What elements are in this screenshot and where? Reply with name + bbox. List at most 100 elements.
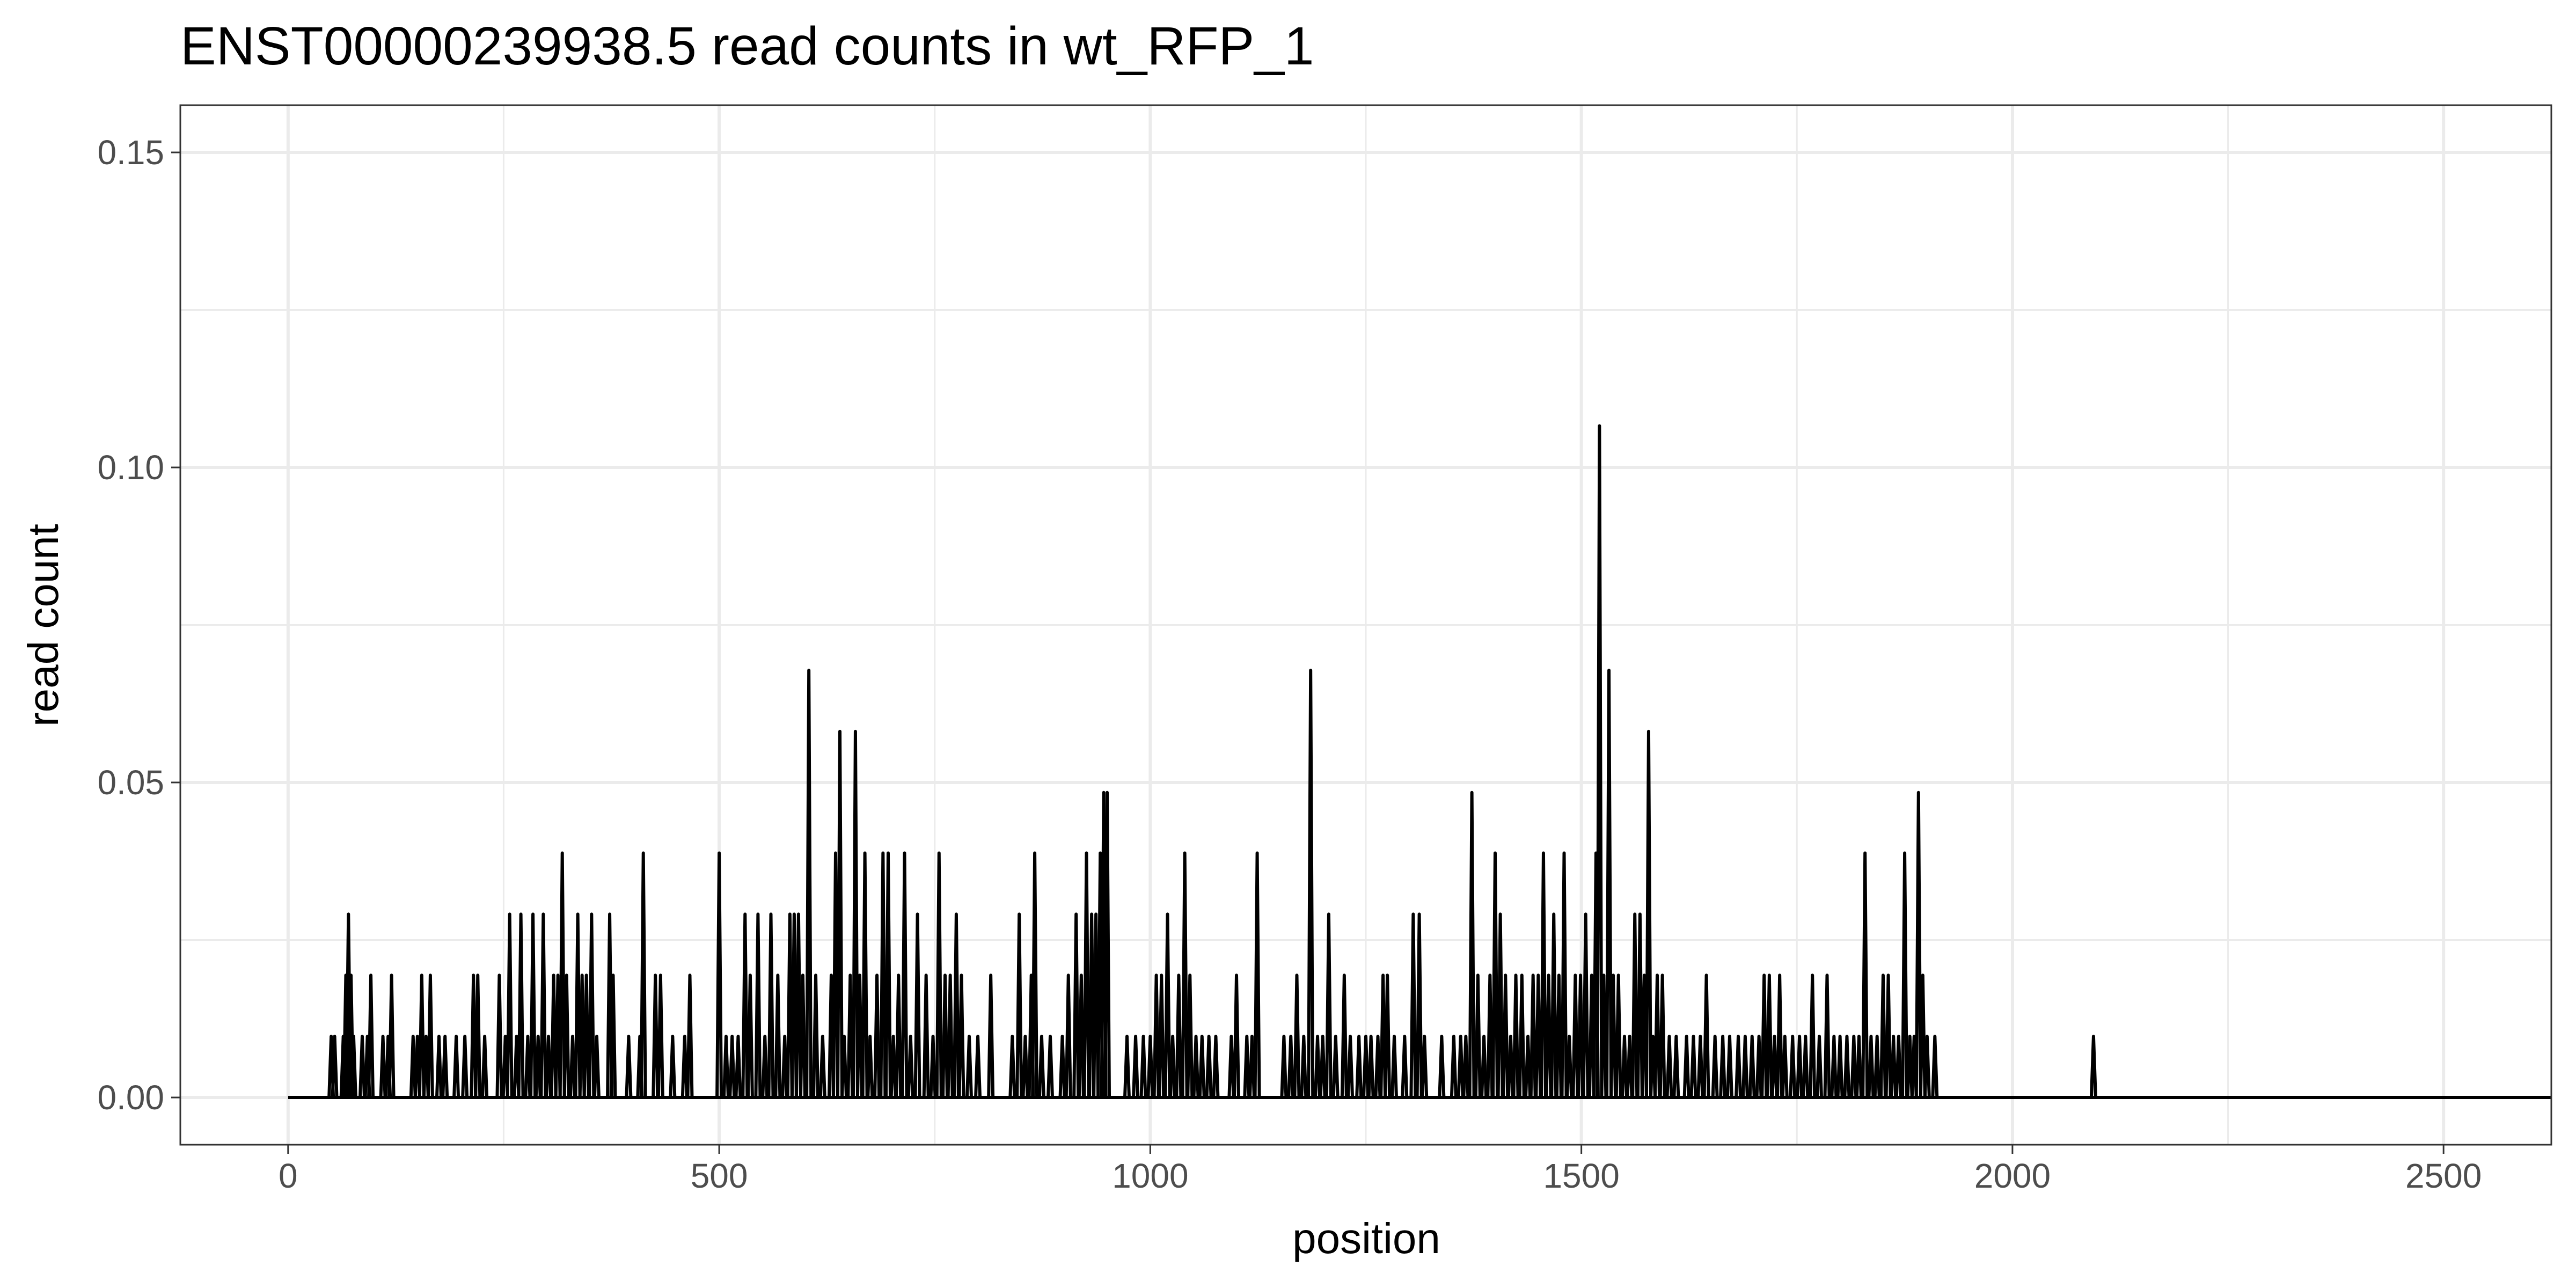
series-peak: [1048, 1036, 1052, 1097]
series-peak: [360, 1036, 364, 1097]
series-peak: [1817, 1036, 1821, 1097]
series-peak: [1838, 1036, 1842, 1097]
series-peak: [1607, 670, 1611, 1097]
series-peak: [333, 1036, 337, 1097]
series-peak: [1825, 975, 1829, 1097]
series-peak: [1255, 853, 1260, 1097]
series-peak: [381, 1036, 385, 1097]
series-peak: [1245, 1036, 1249, 1097]
series-peak: [1713, 1036, 1717, 1097]
series-peak: [641, 853, 646, 1097]
series-peak: [497, 975, 501, 1097]
series-wt_RFP_1: [288, 426, 2551, 1097]
series-peak: [743, 914, 747, 1097]
x-tick-label: 1000: [1112, 1157, 1188, 1195]
series-peak: [1301, 1036, 1306, 1097]
series-peak: [881, 853, 885, 1097]
series-peak: [924, 975, 928, 1097]
series-peak: [1611, 975, 1615, 1097]
series-peak: [475, 975, 480, 1097]
series-peak: [653, 975, 657, 1097]
series-peak: [736, 1036, 740, 1097]
series-peak: [584, 975, 589, 1097]
series-peak: [748, 975, 752, 1097]
x-axis-label: position: [1292, 1214, 1440, 1262]
series-peak: [1133, 1036, 1138, 1097]
series-peak: [1875, 1036, 1879, 1097]
series-peak: [1851, 1036, 1856, 1097]
series-peak: [1891, 1036, 1896, 1097]
series-peak: [1452, 1036, 1456, 1097]
series-peak: [570, 1036, 575, 1097]
series-peak: [1797, 1036, 1802, 1097]
series-peak: [960, 975, 964, 1097]
series-peak: [1040, 1036, 1044, 1097]
series-peak: [1010, 1036, 1014, 1097]
series-peak: [390, 975, 394, 1097]
series-peak: [1348, 1036, 1352, 1097]
series-peak: [909, 1036, 913, 1097]
series-peak: [838, 731, 842, 1097]
series-peak: [1289, 1036, 1293, 1097]
series-peak: [1567, 1036, 1571, 1097]
series-peak: [1721, 1036, 1725, 1097]
series-peak: [1188, 975, 1192, 1097]
series-peak: [1633, 914, 1637, 1097]
series-peak: [1863, 853, 1867, 1097]
series-peak: [1750, 1036, 1754, 1097]
chart-title: ENST00000239938.5 read counts in wt_RFP_…: [180, 16, 1314, 76]
series-peak: [1342, 975, 1346, 1097]
series-peak: [1646, 731, 1651, 1097]
series-peak: [886, 853, 890, 1097]
series-peak: [1597, 426, 1601, 1097]
series-peak: [1925, 1036, 1929, 1097]
y-tick-label: 0.00: [97, 1078, 164, 1117]
series-peak: [814, 975, 818, 1097]
series-peak: [1439, 1036, 1444, 1097]
grid: [180, 105, 2551, 1145]
series-peak: [1845, 1036, 1849, 1097]
series-peak: [1803, 1036, 1807, 1097]
series-peak: [1552, 914, 1556, 1097]
series-peak: [1183, 853, 1187, 1097]
series-peak: [1601, 975, 1606, 1097]
series-peak: [589, 914, 594, 1097]
series-peak: [1229, 1036, 1233, 1097]
series-peak: [519, 914, 523, 1097]
series-peak: [1282, 1036, 1286, 1097]
series-peak: [1498, 914, 1503, 1097]
series-peak: [536, 1036, 540, 1097]
series-peak: [369, 975, 373, 1097]
series-peak: [1660, 975, 1665, 1097]
series-peak: [1790, 1036, 1795, 1097]
series-peak: [1125, 1036, 1129, 1097]
series-peak: [1541, 853, 1546, 1097]
series-peak: [1531, 975, 1535, 1097]
series-peak: [1743, 1036, 1747, 1097]
series-peak: [1476, 975, 1480, 1097]
series-peak: [967, 1036, 971, 1097]
series-peak: [1357, 1036, 1361, 1097]
series-peak: [1584, 914, 1588, 1097]
series-layer: [288, 426, 2551, 1097]
series-peak: [775, 975, 780, 1097]
series-peak: [1321, 1036, 1325, 1097]
series-peak: [1757, 1036, 1761, 1097]
series-peak: [801, 975, 805, 1097]
series-peak: [1832, 1036, 1836, 1097]
series-peak: [1857, 1036, 1861, 1097]
series-peak: [756, 914, 760, 1097]
series-peak: [1154, 975, 1159, 1097]
series-peak: [1200, 1036, 1204, 1097]
series-peak: [626, 1036, 631, 1097]
series-peak: [1881, 975, 1885, 1097]
series-peak: [546, 1036, 551, 1097]
series-peak: [1667, 1036, 1672, 1097]
series-peak: [1170, 1036, 1175, 1097]
series-peak: [482, 1036, 487, 1097]
series-peak: [1033, 853, 1037, 1097]
series-peak: [902, 853, 906, 1097]
y-tick-label: 0.10: [97, 448, 164, 487]
series-peak: [1023, 1036, 1027, 1097]
series-peak: [875, 975, 879, 1097]
